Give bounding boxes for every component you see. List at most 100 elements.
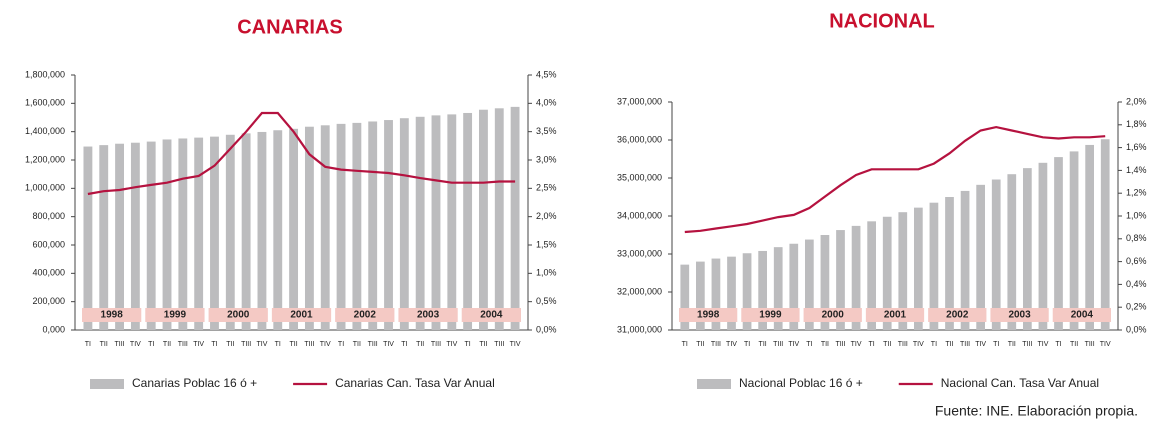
x-tick-label: TII [163,341,171,348]
bar [789,243,799,330]
y-tick-label: 600,000 [32,239,65,249]
bar [83,146,93,330]
x-tick-label: TIV [913,341,924,348]
y2-tick-label: 2,5% [536,183,557,193]
x-tick-label: TI [806,341,812,348]
x-tick-label: TII [759,341,767,348]
y-tick-label: 0,000 [42,324,65,334]
x-tick-label: TI [148,341,154,348]
y-tick-label: 400,000 [32,268,65,278]
x-tick-label: TIV [1037,341,1048,348]
x-tick-label: TIV [193,341,204,348]
year-label: 1998 [101,310,124,321]
bar [162,139,172,330]
bar [194,137,204,330]
x-tick-label: TI [931,341,937,348]
y-tick-label: 1,400,000 [25,126,65,136]
legend-swatch [90,379,124,389]
y-tick-label: 800,000 [32,211,65,221]
year-label: 1998 [697,310,720,321]
y2-tick-label: 1,6% [1126,142,1147,152]
bar [742,253,752,330]
x-tick-label: TIII [114,341,124,348]
y-tick-label: 200,000 [32,296,65,306]
x-tick-label: TIV [788,341,799,348]
bar [945,197,954,330]
y-tick-label: 35,000,000 [617,172,662,182]
x-tick-label: TII [479,341,487,348]
bar [289,128,299,330]
bar [898,212,908,330]
y-tick-label: 36,000,000 [617,134,662,144]
year-label: 2001 [884,310,907,321]
x-tick-label: TII [1070,341,1078,348]
x-tick-label: TI [744,341,750,348]
year-box [865,308,925,322]
chart-title: CANARIAS [237,16,343,38]
x-tick-label: TIV [320,341,331,348]
bar [1022,168,1032,330]
legend-label: Nacional Can. Tasa Var Anual [941,376,1099,390]
x-tick-label: TIII [898,341,908,348]
x-tick-label: TIV [1100,341,1111,348]
x-tick-label: TIII [494,341,504,348]
bar [225,134,235,330]
x-tick-label: TI [211,341,217,348]
year-label: 2004 [480,310,503,321]
x-tick-label: TIV [726,341,737,348]
y2-tick-label: 1,4% [1126,165,1147,175]
x-tick-label: TIII [1022,341,1032,348]
bar [352,122,362,330]
bar [836,230,845,330]
year-label: 2002 [354,310,377,321]
year-box [741,308,800,322]
x-tick-label: TI [338,341,344,348]
bar [758,250,768,330]
year-box [461,308,521,322]
bar [1069,151,1079,330]
bar [494,108,504,331]
x-tick-label: TIV [510,341,521,348]
bar [929,202,939,330]
x-tick-label: TIII [711,341,721,348]
bar [976,184,986,330]
x-tick-label: TIII [960,341,970,348]
year-box [335,308,395,322]
year-box [145,308,205,322]
y2-tick-label: 0,4% [1126,279,1147,289]
bar [336,123,346,330]
bar [773,247,783,330]
bar [1038,162,1048,330]
x-tick-label: TIII [241,341,251,348]
line [87,111,516,196]
year-label: 2002 [946,310,969,321]
bar [510,106,520,330]
x-tick-label: TIII [773,341,783,348]
legend-swatch [697,379,731,389]
bar [882,216,892,330]
bar [241,133,251,330]
y-tick-label: 1,000,000 [25,183,65,193]
year-box [928,308,987,322]
x-tick-label: TII [696,341,704,348]
x-tick-label: TIII [835,341,845,348]
x-tick-label: TIII [368,341,378,348]
x-tick-label: TIV [257,341,268,348]
x-tick-label: TII [821,341,829,348]
x-tick-label: TI [869,341,875,348]
year-label: 2000 [227,310,250,321]
x-tick-label: TIV [446,341,457,348]
chart-title: NACIONAL [829,10,935,32]
bar [257,131,267,330]
x-tick-label: TII [1008,341,1016,348]
bar [1085,144,1095,330]
year-box [271,308,332,322]
bar [99,145,109,330]
y-tick-label: 31,000,000 [617,324,662,334]
y2-tick-label: 0,6% [1126,256,1147,266]
y-tick-label: 32,000,000 [617,286,662,296]
y-tick-label: 1,800,000 [25,69,65,79]
y2-tick-label: 0,8% [1126,233,1147,243]
bar [368,121,378,330]
